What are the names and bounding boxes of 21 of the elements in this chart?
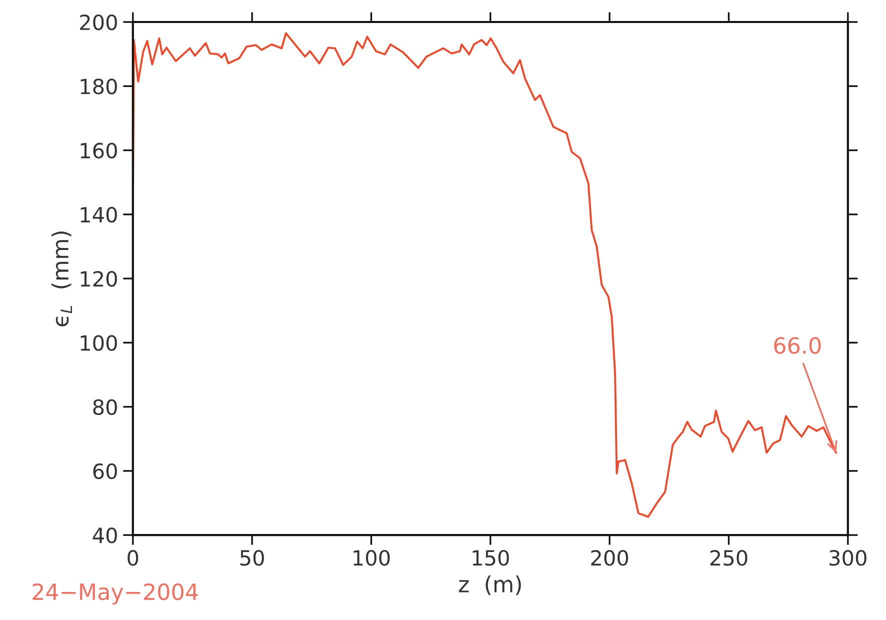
y-tick-label: 60: [93, 463, 117, 480]
x-tick-label: 150: [472, 550, 509, 566]
x-tick-label: 300: [830, 550, 866, 566]
y-tick-label: 140: [80, 206, 117, 223]
annotation: 66.0: [774, 337, 821, 354]
y-tick-label: 180: [80, 78, 117, 94]
y-tick-label: 40: [92, 528, 117, 544]
y-tick-label: 160: [80, 142, 117, 158]
y-axis-title: ϵ$_{L}$ (mm): [51, 232, 72, 326]
x-tick-label: 100: [354, 550, 390, 566]
x-axis-title: z (m): [458, 575, 521, 596]
x-tick-label: 250: [710, 550, 748, 566]
line-series: [132, 32, 838, 518]
y-tick-label: 100: [80, 335, 117, 351]
x-tick-label: 50: [240, 550, 264, 566]
x-tick-label: 200: [591, 550, 628, 566]
text: 24−May−2004: [32, 583, 198, 604]
y-tick-label: 200: [80, 14, 117, 30]
y-tick-label: 80: [93, 399, 117, 416]
x-tick-label: 0: [128, 550, 138, 566]
y-tick-label: 120: [80, 270, 117, 287]
